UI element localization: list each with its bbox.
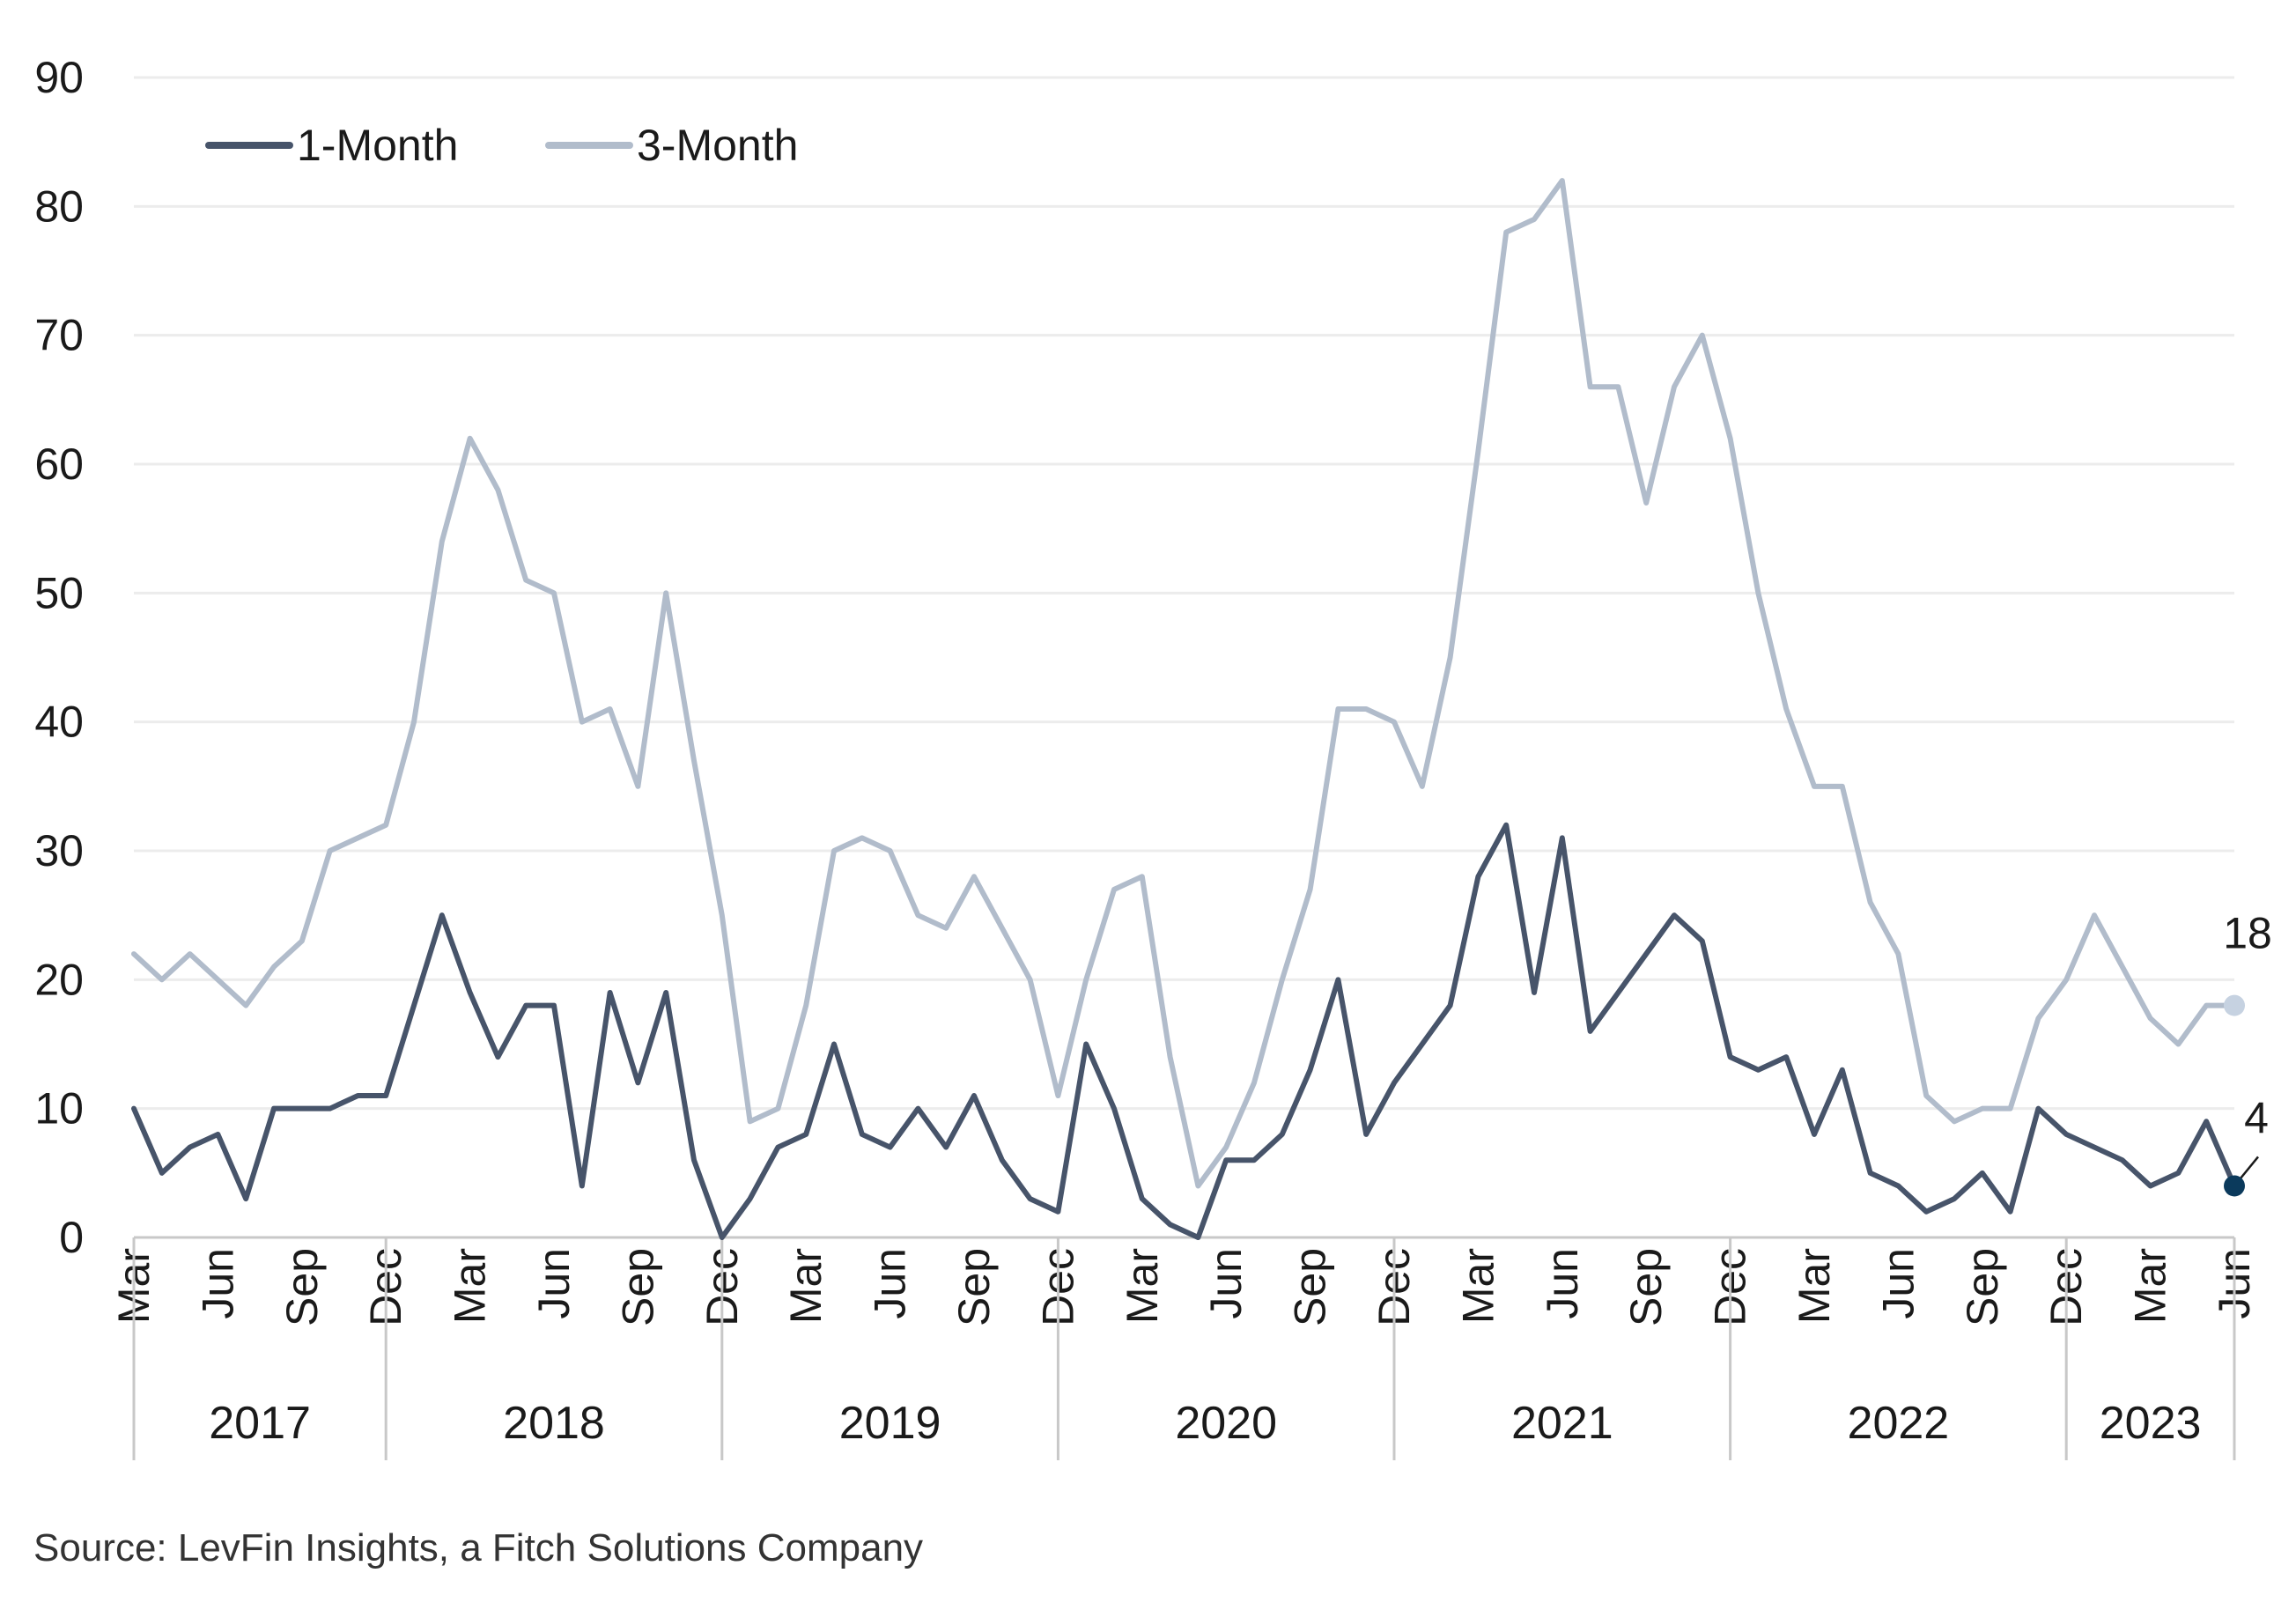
x-tick-label: Sep xyxy=(949,1248,999,1326)
x-tick-label: Mar xyxy=(1453,1248,1502,1324)
x-tick-label: Sep xyxy=(1286,1248,1335,1326)
x-tick-label: Jun xyxy=(866,1248,915,1319)
x-tick-label: Jun xyxy=(529,1248,579,1319)
y-tick-label: 60 xyxy=(34,439,84,489)
x-tick-label: Mar xyxy=(2126,1248,2175,1324)
series-line-3-month xyxy=(131,178,2237,1189)
legend: 1-Month 3-Month xyxy=(205,121,798,170)
year-label: 2022 xyxy=(1848,1398,1950,1449)
y-tick-label: 10 xyxy=(34,1084,84,1134)
annotation-label-3-month: 18 xyxy=(2223,909,2272,958)
year-label: 2021 xyxy=(1511,1398,1613,1449)
x-tick-label: Sep xyxy=(613,1248,662,1326)
x-tick-label: Mar xyxy=(781,1248,831,1324)
y-tick-label: 90 xyxy=(34,53,84,102)
legend-label: 1-Month xyxy=(297,121,458,170)
x-tick-label: Sep xyxy=(1958,1248,2007,1326)
y-axis: 0 10 20 30 40 50 60 70 80 90 xyxy=(34,53,84,1262)
y-tick-label: 70 xyxy=(34,311,84,360)
x-tick-label: Jun xyxy=(1538,1248,1587,1319)
series-layer xyxy=(131,178,2237,1240)
year-label: 2020 xyxy=(1175,1398,1277,1449)
year-label: 2019 xyxy=(839,1398,941,1449)
gridlines xyxy=(134,76,2234,1111)
y-tick-label: 80 xyxy=(34,181,84,231)
x-tick-label: Sep xyxy=(1621,1248,1671,1326)
x-tick-label: Jun xyxy=(1873,1248,1923,1319)
x-axis: Mar Jun Sep Dec Mar Jun Sep Dec Mar Jun Sep Dec Mar J… xyxy=(109,1236,2259,1460)
y-tick-label: 20 xyxy=(34,955,84,1004)
endpoint-dot-1-month xyxy=(2224,1175,2245,1197)
series-line-1-month xyxy=(131,822,2237,1240)
x-tick-label: Mar xyxy=(1790,1248,1839,1324)
source-note: Source: LevFin Insights, a Fitch Solutio… xyxy=(33,1526,923,1569)
annotation-label-1-month: 4 xyxy=(2244,1093,2269,1142)
x-tick-label: Mar xyxy=(1118,1248,1167,1324)
y-tick-label: 40 xyxy=(34,698,84,747)
year-label: 2023 xyxy=(2100,1398,2202,1449)
year-label: 2017 xyxy=(209,1398,311,1449)
x-tick-label: Sep xyxy=(277,1248,327,1326)
y-tick-label: 30 xyxy=(34,826,84,875)
x-tick-label: Mar xyxy=(446,1248,495,1324)
endpoint-dot-3-month xyxy=(2224,994,2245,1016)
x-tick-label: Jun xyxy=(1201,1248,1251,1319)
legend-label: 3-Month xyxy=(637,121,798,170)
x-tick-label: Jun xyxy=(193,1248,242,1319)
year-label: 2018 xyxy=(503,1398,605,1449)
annotations: 18 4 xyxy=(2223,909,2272,1197)
y-tick-label: 0 xyxy=(59,1213,84,1262)
y-tick-label: 50 xyxy=(34,568,84,617)
